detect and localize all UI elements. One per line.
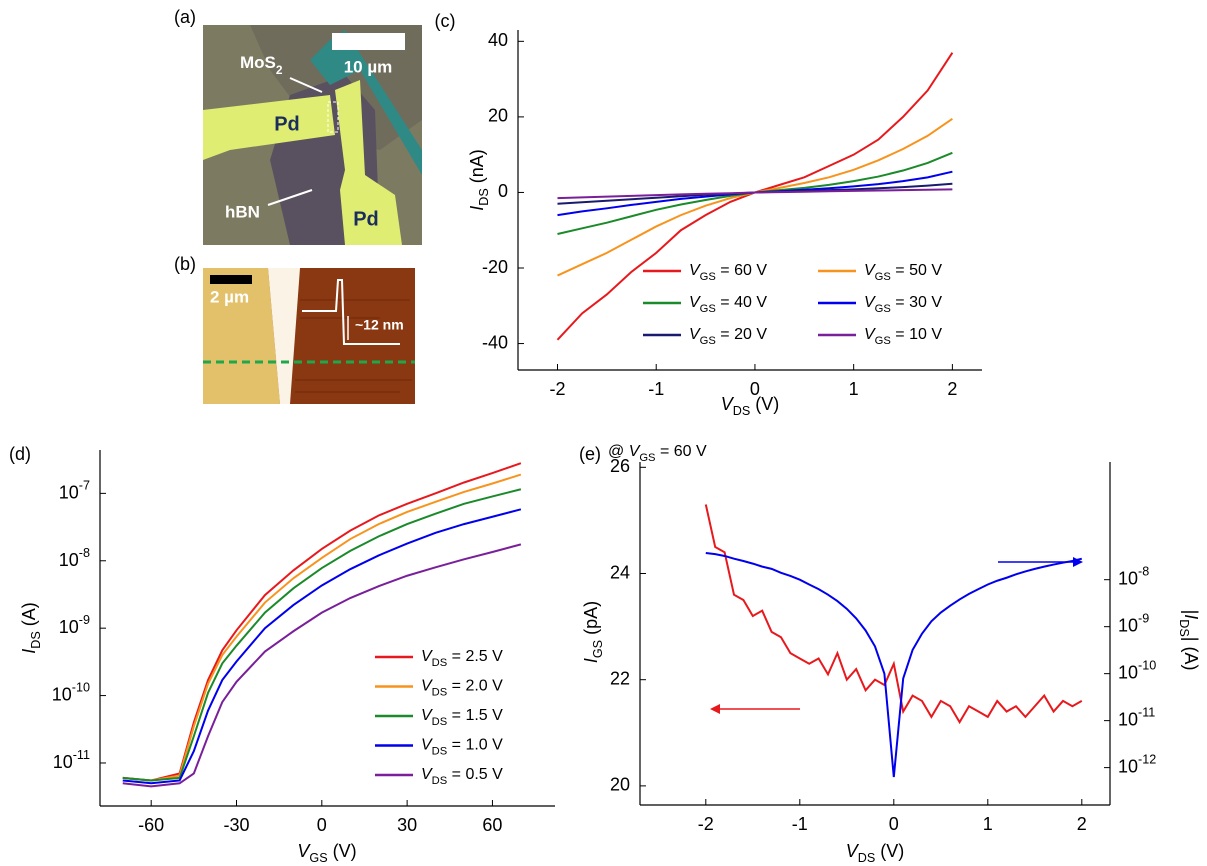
x-axis-label: VDS (V) [721, 394, 780, 419]
y2-tick-label: 10-11 [1118, 706, 1155, 729]
legend-label: VGS = 60 V [689, 262, 767, 283]
y-tick-label: 22 [610, 668, 630, 688]
y-tick-label: 10-11 [53, 748, 90, 771]
y-tick-label: 0 [498, 181, 508, 201]
y-tick-label: 20 [610, 775, 630, 795]
y-axis-label: IGS (pA) [581, 601, 606, 663]
x-tick-label: 1 [983, 814, 993, 834]
arrowhead [710, 704, 720, 714]
panel-label: (b) [174, 254, 196, 274]
axis-arrows [710, 557, 1083, 714]
y-tick-label: -40 [482, 332, 508, 352]
data-line [557, 182, 953, 205]
pd-label: Pd [353, 208, 379, 230]
x-tick-label: 1 [849, 379, 859, 399]
optical-image: 10 µm MoS2 Pd Pd hBN (a) [174, 7, 422, 245]
x-tick-label: 0 [317, 815, 327, 835]
x-tick-label: -2 [549, 379, 565, 399]
y-tick-label: 26 [610, 456, 630, 476]
x-tick-label: 0 [750, 379, 760, 399]
x-tick-label: -1 [648, 379, 664, 399]
data-line [557, 188, 953, 200]
arrow [289, 77, 323, 93]
legend-label: VGS = 40 V [689, 294, 767, 315]
x-tick-label: -60 [138, 815, 164, 835]
scale-label: 2 µm [210, 287, 249, 306]
data-line [122, 488, 522, 782]
legend-label: VGS = 50 V [864, 262, 942, 283]
x-axis-label: VGS (V) [297, 841, 356, 866]
y-tick-label: 10-9 [59, 614, 90, 637]
y-axis-label: IDS (A) [19, 602, 44, 654]
legend-label: VDS = 0.5 V [421, 766, 503, 787]
data-line [705, 552, 1083, 778]
legend-label: VDS = 1.0 V [421, 737, 503, 758]
y-tick-label: 10-8 [59, 546, 90, 569]
y-axis-label: IDS (nA) [467, 149, 492, 211]
mos2-label: MoS2 [240, 53, 283, 77]
afm-image: 2 µm ~12 nm (b) [174, 254, 415, 404]
scale-bar [332, 33, 405, 50]
y-tick-label: 20 [488, 106, 508, 126]
data-line [122, 508, 522, 785]
x-tick-label: 30 [397, 815, 417, 835]
x-tick-label: 0 [889, 814, 899, 834]
x-tick-label: 2 [947, 379, 957, 399]
y2-tick-label: 10-8 [1118, 565, 1149, 588]
legend-label: VDS = 2.5 V [421, 648, 503, 669]
y-tick-label: 10-7 [59, 479, 90, 502]
data-line [122, 473, 522, 782]
panel-label: (d) [9, 444, 31, 464]
channel-box [327, 101, 339, 133]
texture [295, 299, 412, 393]
legend-label: VGS = 10 V [864, 326, 942, 347]
mos2-flake [310, 30, 422, 175]
pd-label: Pd [274, 113, 300, 135]
y2-tick-label: 10-12 [1118, 753, 1156, 776]
panel-label: (e) [579, 444, 601, 464]
y-tick-label: 24 [610, 562, 630, 582]
y-tick-label: 10-10 [52, 681, 90, 704]
data-line [122, 462, 522, 782]
hbn-label: hBN [225, 202, 260, 221]
pd-pad [203, 95, 335, 160]
y2-tick-label: 10-9 [1118, 612, 1149, 635]
data-line [122, 543, 522, 788]
y-tick-label: 40 [488, 30, 508, 50]
x-tick-label: -1 [792, 814, 808, 834]
panel-label: (c) [435, 11, 456, 31]
y-tick-label: -20 [482, 257, 508, 277]
x-tick-label: 60 [482, 815, 502, 835]
data-line [704, 504, 1083, 725]
y2-tick-label: 10-10 [1118, 659, 1156, 682]
scale-label: 10 µm [344, 57, 393, 76]
legend-label: VDS = 2.0 V [421, 678, 503, 699]
y2-axis-label: |IDS| (A) [1177, 610, 1202, 671]
x-tick-label: -2 [698, 814, 714, 834]
x-tick-label: 2 [1077, 814, 1087, 834]
height-label: ~12 nm [355, 317, 404, 333]
scale-bar [210, 275, 252, 284]
height-profile [302, 279, 400, 345]
edge-region [268, 268, 300, 404]
arrow [267, 189, 313, 206]
legend-label: VDS = 1.5 V [421, 707, 503, 728]
pd-pad [335, 80, 402, 245]
panel-label: (a) [174, 7, 196, 27]
x-tick-label: -30 [223, 815, 249, 835]
annotation: @ VGS = 60 V [608, 443, 707, 464]
legend-label: VGS = 30 V [864, 294, 942, 315]
x-axis-label: VDS (V) [846, 841, 905, 866]
flake-region [203, 268, 280, 404]
legend-label: VGS = 20 V [689, 326, 767, 347]
